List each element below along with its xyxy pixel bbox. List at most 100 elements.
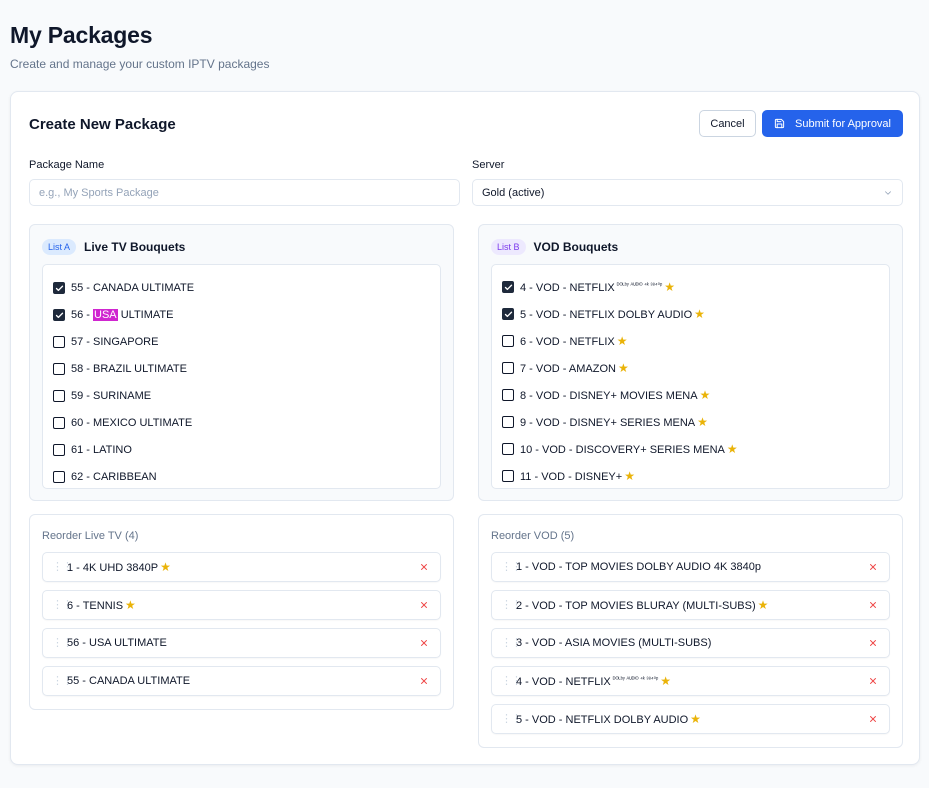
- label-text: 6 - TENNIS: [67, 600, 124, 612]
- quality-tag: ᴰᴼᴸᵇʸ ᴬᵁᴰᴵᴼ ⁴ᵏ ³⁸⁴⁰ᵖ: [612, 677, 659, 683]
- live-bouquet-item[interactable]: 62 - CARIBBEAN: [53, 471, 157, 483]
- live-bouquet-item[interactable]: 55 - CANADA ULTIMATE: [53, 282, 194, 294]
- star-icon: ★: [690, 712, 701, 726]
- reorder-item[interactable]: ⋮⋮ 4 - VOD - NETFLIX ᴰᴼᴸᵇʸ ᴬᵁᴰᴵᴼ ⁴ᵏ ³⁸⁴⁰ᵖ ★: [491, 666, 890, 696]
- vod-bouquet-label: 10 - VOD - DISCOVERY+ SERIES MENA ★: [520, 442, 738, 456]
- checkbox[interactable]: [502, 335, 514, 347]
- label-text: 55 - CANADA ULTIMATE: [67, 675, 191, 687]
- close-icon[interactable]: [867, 561, 879, 573]
- package-name-input[interactable]: e.g., My Sports Package: [29, 179, 460, 206]
- grip-icon[interactable]: ⋮⋮: [52, 560, 73, 573]
- live-bouquet-item[interactable]: 57 - SINGAPORE: [53, 336, 158, 348]
- close-icon[interactable]: [867, 637, 879, 649]
- live-bouquet-item[interactable]: 58 - BRAZIL ULTIMATE: [53, 363, 187, 375]
- label-text: 5 - VOD - NETFLIX DOLBY AUDIO: [516, 714, 689, 726]
- reorder-item[interactable]: ⋮⋮ 1 - VOD - TOP MOVIES DOLBY AUDIO 4K 38…: [491, 552, 890, 582]
- close-icon[interactable]: [867, 675, 879, 687]
- vod-bouquet-item[interactable]: 8 - VOD - DISNEY+ MOVIES MENA ★: [502, 388, 710, 402]
- label-text: 3 - VOD - ASIA MOVIES (MULTI-SUBS): [516, 637, 712, 649]
- server-value: Gold (active): [482, 186, 545, 199]
- live-bouquet-item[interactable]: 56 - USA ULTIMATE: [53, 309, 173, 321]
- grip-icon[interactable]: ⋮⋮: [52, 636, 73, 649]
- checkbox[interactable]: [53, 363, 65, 375]
- page-subtitle: Create and manage your custom IPTV packa…: [10, 57, 270, 71]
- close-icon[interactable]: [867, 599, 879, 611]
- checkbox[interactable]: [53, 444, 65, 456]
- grip-icon[interactable]: ⋮⋮: [52, 674, 73, 687]
- vod-bouquet-item[interactable]: 10 - VOD - DISCOVERY+ SERIES MENA ★: [502, 442, 738, 456]
- reorder-vod-title: Reorder VOD (5): [491, 530, 575, 542]
- vod-bouquet-item[interactable]: 4 - VOD - NETFLIX ᴰᴼᴸᵇʸ ᴬᵁᴰᴵᴼ ⁴ᵏ ³⁸⁴⁰ᵖ ★: [502, 280, 675, 294]
- live-bouquet-label: 60 - MEXICO ULTIMATE: [71, 417, 192, 429]
- grip-icon[interactable]: ⋮⋮: [52, 598, 73, 611]
- checkbox[interactable]: [53, 390, 65, 402]
- checkbox[interactable]: [502, 416, 514, 428]
- label-text: 2 - VOD - TOP MOVIES BLURAY (MULTI-SUBS): [516, 600, 756, 612]
- chevron-down-icon: [885, 190, 891, 195]
- cancel-button[interactable]: Cancel: [699, 110, 756, 137]
- vod-bouquet-label: 8 - VOD - DISNEY+ MOVIES MENA ★: [520, 388, 710, 402]
- star-icon: ★: [757, 598, 769, 612]
- label-text: 6 - VOD - NETFLIX: [520, 336, 615, 348]
- close-icon[interactable]: [418, 599, 430, 611]
- close-icon[interactable]: [867, 713, 879, 725]
- checkbox[interactable]: [53, 336, 65, 348]
- label-text: ULTIMATE: [117, 309, 174, 321]
- reorder-item-label: 3 - VOD - ASIA MOVIES (MULTI-SUBS): [516, 637, 711, 649]
- checkbox[interactable]: [53, 309, 65, 321]
- grip-icon[interactable]: ⋮⋮: [501, 560, 522, 573]
- grip-icon[interactable]: ⋮⋮: [501, 712, 522, 725]
- vod-bouquet-label: 6 - VOD - NETFLIX ★: [520, 334, 628, 348]
- label-text: 7 - VOD - AMAZON: [520, 363, 616, 375]
- submit-for-approval-button[interactable]: Submit for Approval: [762, 110, 903, 137]
- checkbox[interactable]: [502, 281, 514, 293]
- live-bouquet-label: 57 - SINGAPORE: [71, 336, 158, 348]
- checkbox[interactable]: [53, 471, 65, 483]
- live-bouquet-item[interactable]: 61 - LATINO: [53, 444, 132, 456]
- live-tv-bouquets-list[interactable]: 55 - CANADA ULTIMATE 56 - USA ULTIMATE 57 …: [42, 264, 441, 489]
- star-icon: ★: [697, 415, 708, 429]
- checkbox[interactable]: [502, 470, 514, 482]
- reorder-item[interactable]: ⋮⋮ 1 - 4K UHD 3840P ★: [42, 552, 441, 582]
- vod-bouquet-item[interactable]: 7 - VOD - AMAZON ★: [502, 361, 629, 375]
- reorder-item[interactable]: ⋮⋮ 6 - TENNIS ★: [42, 590, 441, 620]
- checkbox[interactable]: [53, 282, 65, 294]
- reorder-item-label: 6 - TENNIS ★: [67, 598, 136, 612]
- vod-bouquets-title: VOD Bouquets: [533, 240, 619, 254]
- grip-icon[interactable]: ⋮⋮: [501, 636, 522, 649]
- vod-bouquet-item[interactable]: 5 - VOD - NETFLIX DOLBY AUDIO ★: [502, 307, 705, 321]
- checkbox[interactable]: [502, 362, 514, 374]
- vod-bouquet-label: 4 - VOD - NETFLIX ᴰᴼᴸᵇʸ ᴬᵁᴰᴵᴼ ⁴ᵏ ³⁸⁴⁰ᵖ ★: [520, 280, 675, 294]
- checkbox[interactable]: [502, 443, 514, 455]
- reorder-item[interactable]: ⋮⋮ 56 - USA ULTIMATE: [42, 628, 441, 658]
- grip-icon[interactable]: ⋮⋮: [501, 598, 522, 611]
- label-text: 58 - BRAZIL ULTIMATE: [71, 363, 187, 375]
- server-select[interactable]: Gold (active): [472, 179, 903, 206]
- live-bouquet-item[interactable]: 60 - MEXICO ULTIMATE: [53, 417, 192, 429]
- reorder-item[interactable]: ⋮⋮ 3 - VOD - ASIA MOVIES (MULTI-SUBS): [491, 628, 890, 658]
- label-text: 8 - VOD - DISNEY+ MOVIES MENA: [520, 390, 698, 402]
- checkbox[interactable]: [502, 389, 514, 401]
- close-icon[interactable]: [418, 675, 430, 687]
- vod-bouquet-item[interactable]: 6 - VOD - NETFLIX ★: [502, 334, 628, 348]
- close-icon[interactable]: [418, 561, 430, 573]
- checkbox[interactable]: [502, 308, 514, 320]
- label-text: 4 - VOD - NETFLIX: [516, 676, 611, 688]
- grip-icon[interactable]: ⋮⋮: [501, 674, 522, 687]
- label-text: 55 - CANADA ULTIMATE: [71, 282, 195, 294]
- star-icon: ★: [664, 280, 676, 294]
- reorder-item[interactable]: ⋮⋮ 55 - CANADA ULTIMATE: [42, 666, 441, 696]
- vod-bouquets-panel: List B VOD Bouquets 4 - VOD - NETFLIX ᴰᴼᴸ…: [478, 224, 903, 501]
- star-icon: ★: [624, 469, 635, 483]
- vod-bouquets-list[interactable]: 4 - VOD - NETFLIX ᴰᴼᴸᵇʸ ᴬᵁᴰᴵᴼ ⁴ᵏ ³⁸⁴⁰ᵖ ★ 5 …: [491, 264, 890, 489]
- vod-bouquet-item[interactable]: 11 - VOD - DISNEY+ ★: [502, 469, 635, 483]
- star-icon: ★: [160, 560, 171, 574]
- vod-bouquet-item[interactable]: 9 - VOD - DISNEY+ SERIES MENA ★: [502, 415, 708, 429]
- reorder-item[interactable]: ⋮⋮ 2 - VOD - TOP MOVIES BLURAY (MULTI-SUB…: [491, 590, 890, 620]
- reorder-vod-panel: Reorder VOD (5) ⋮⋮ 1 - VOD - TOP MOVIES D…: [478, 514, 903, 748]
- checkbox[interactable]: [53, 417, 65, 429]
- reorder-item[interactable]: ⋮⋮ 5 - VOD - NETFLIX DOLBY AUDIO ★: [491, 704, 890, 734]
- close-icon[interactable]: [418, 637, 430, 649]
- live-bouquet-item[interactable]: 59 - SURINAME: [53, 390, 151, 402]
- reorder-item-label: 5 - VOD - NETFLIX DOLBY AUDIO ★: [516, 712, 701, 726]
